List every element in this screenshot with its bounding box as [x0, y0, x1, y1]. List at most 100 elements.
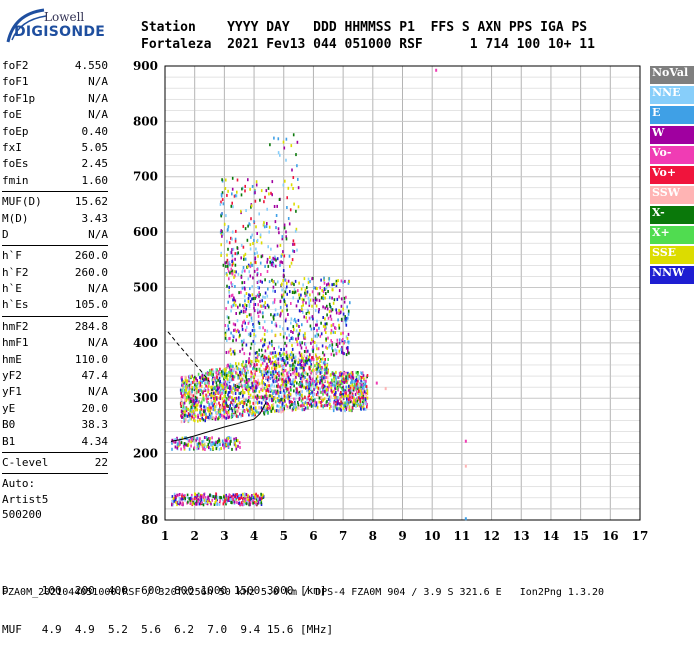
echo-point — [215, 402, 218, 406]
echo-point — [270, 313, 272, 317]
echo-point — [318, 299, 321, 303]
echo-point — [308, 378, 311, 382]
echo-point — [282, 183, 285, 187]
echo-point — [271, 278, 273, 282]
echo-point — [329, 314, 332, 318]
echo-point — [224, 331, 227, 335]
echo-point — [298, 374, 300, 378]
echo-point — [300, 346, 303, 350]
echo-point — [303, 369, 306, 373]
echo-point — [235, 367, 238, 371]
param-row: foF1 N/A — [2, 74, 108, 90]
echo-point — [290, 388, 292, 392]
echo-point — [199, 393, 202, 396]
echo-point — [171, 447, 173, 451]
echo-point — [173, 499, 175, 503]
echo-point — [267, 245, 269, 249]
echo-point — [283, 407, 285, 411]
echo-point — [289, 392, 292, 396]
echo-point — [296, 164, 298, 168]
echo-point — [345, 392, 347, 396]
echo-point — [189, 409, 191, 413]
echo-point — [235, 370, 237, 374]
echo-point — [318, 326, 320, 330]
echo-point — [319, 364, 321, 368]
echo-point — [185, 399, 187, 403]
echo-point — [303, 315, 305, 319]
echo-point — [190, 417, 192, 421]
echo-point — [272, 363, 275, 367]
echo-point — [301, 297, 304, 301]
echo-point — [350, 393, 352, 397]
echo-point — [266, 303, 269, 307]
echo-point — [305, 380, 308, 383]
echo-point — [183, 442, 186, 446]
echo-point — [228, 397, 230, 401]
echo-point — [339, 391, 342, 395]
echo-point — [233, 270, 236, 274]
echo-point — [258, 286, 260, 290]
echo-point — [173, 438, 176, 442]
echo-point — [210, 370, 213, 374]
echo-point — [181, 378, 183, 382]
param-key: h`E — [2, 282, 22, 296]
echo-point — [193, 446, 196, 450]
echo-point — [201, 380, 204, 384]
echo-point — [195, 377, 197, 381]
echo-point — [225, 260, 228, 264]
echo-point — [254, 260, 257, 264]
echo-point — [253, 370, 256, 374]
echo-point — [335, 308, 337, 312]
echo-point — [275, 409, 278, 413]
echo-point — [231, 495, 233, 499]
echo-point — [223, 367, 226, 371]
echo-point — [274, 351, 277, 355]
echo-point — [217, 372, 220, 376]
echo-point — [250, 316, 253, 320]
echo-point — [243, 319, 245, 323]
echo-point — [219, 409, 222, 413]
echo-point — [212, 495, 214, 499]
echo-point — [328, 310, 331, 314]
echo-point — [294, 379, 296, 383]
echo-point — [211, 498, 213, 502]
echo-point — [260, 387, 262, 391]
echo-point — [332, 372, 334, 376]
echo-point — [325, 371, 327, 375]
header-values: Fortaleza 2021 Fev13 044 051000 RSF 1 71… — [141, 37, 595, 52]
echo-point — [199, 502, 202, 506]
echo-point — [239, 370, 241, 374]
echo-point — [285, 350, 288, 354]
echo-point — [260, 501, 263, 505]
echo-point — [226, 258, 229, 262]
echo-point — [241, 270, 243, 274]
echo-point — [280, 357, 282, 361]
echo-point — [262, 344, 264, 348]
echo-point — [212, 447, 215, 451]
echo-point — [249, 364, 252, 368]
echo-point — [177, 500, 180, 504]
echo-point — [301, 341, 303, 345]
echo-point — [298, 383, 300, 386]
echo-point — [250, 204, 253, 208]
echo-point — [247, 392, 250, 396]
echo-point — [337, 388, 339, 392]
x-tick-label: 9 — [398, 529, 406, 543]
echo-point — [199, 380, 202, 384]
echo-point — [295, 329, 298, 333]
echo-point — [217, 444, 219, 447]
echo-point — [331, 296, 333, 300]
echo-point — [215, 415, 217, 419]
echo-point — [213, 399, 215, 403]
echo-point — [278, 231, 280, 235]
logo-lowell-text: Lowell — [44, 10, 85, 24]
echo-point — [315, 365, 318, 369]
param-row: foEp 0.40 — [2, 124, 108, 140]
param-row: C-level 22 — [2, 455, 108, 471]
echo-point — [231, 260, 233, 263]
echo-point — [280, 395, 283, 399]
echo-point — [282, 293, 285, 297]
echo-point — [249, 294, 251, 298]
echo-point — [285, 287, 287, 291]
echo-point — [242, 245, 245, 249]
